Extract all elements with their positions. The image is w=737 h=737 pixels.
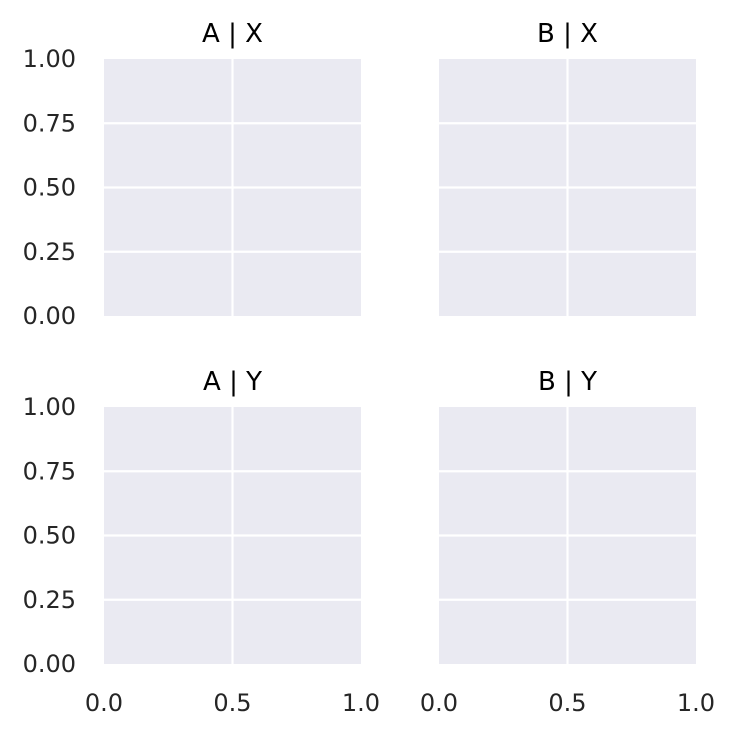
panel-title: A | Y (203, 367, 262, 397)
facet-panel-b-x: B | X (439, 19, 696, 316)
y-tick-label: 0.00 (23, 650, 76, 678)
x-tick-label: 0.5 (548, 689, 586, 717)
panel-title: B | Y (538, 367, 597, 397)
x-tick-label: 1.0 (677, 689, 715, 717)
y-tick-label: 1.00 (23, 393, 76, 421)
y-tick-label: 0.25 (23, 238, 76, 266)
y-tick-label: 0.25 (23, 586, 76, 614)
y-tick-label: 0.00 (23, 302, 76, 330)
facet-panel-b-y: B | Y 0.0 0.5 1.0 (420, 367, 715, 717)
y-tick-label: 0.75 (23, 109, 76, 137)
x-tick-label: 0.0 (85, 689, 123, 717)
x-tick-label: 1.0 (342, 689, 380, 717)
x-tick-label: 0.0 (420, 689, 458, 717)
panel-title: A | X (202, 19, 263, 49)
panel-title: B | X (537, 19, 598, 49)
facet-panel-a-x: A | X 0.00 0.25 0.50 0.75 1.00 (23, 19, 361, 330)
facet-panel-a-y: A | Y 0.00 0.25 0.50 0.75 1.00 0.0 0.5 1.0 (23, 367, 381, 717)
y-tick-label: 0.50 (23, 522, 76, 550)
y-tick-label: 0.50 (23, 174, 76, 202)
x-tick-label: 0.5 (213, 689, 251, 717)
y-tick-label: 0.75 (23, 457, 76, 485)
y-tick-label: 1.00 (23, 45, 76, 73)
